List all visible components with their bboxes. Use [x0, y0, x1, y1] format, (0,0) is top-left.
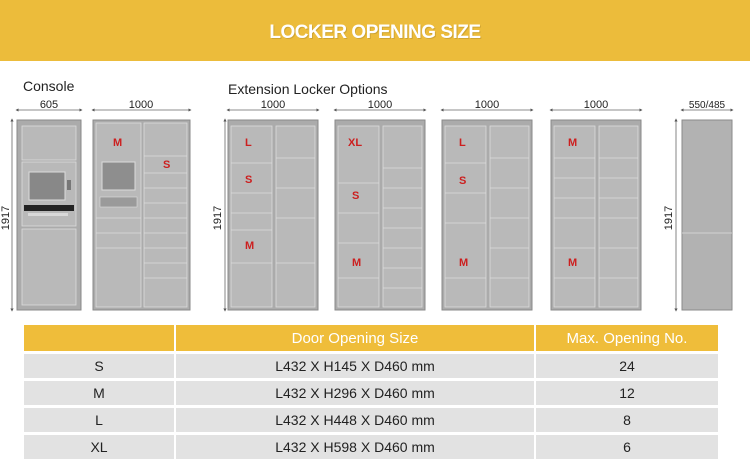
door-size-label: XL: [348, 137, 362, 149]
side-height-label: 1917: [663, 206, 675, 230]
side-view-drawing: 550/485 1917: [663, 100, 734, 312]
door-size-label: L: [459, 137, 466, 149]
door-size-label: L: [245, 137, 252, 149]
console-card-slot: [28, 213, 68, 216]
console-lower-door: [21, 228, 77, 306]
table-header-cell: Door Opening Size: [174, 325, 534, 351]
size-cell: S: [24, 354, 174, 378]
left-column: [95, 122, 142, 308]
unit-width-label: 1000: [368, 99, 392, 111]
extension-unit-4: 1000 M M: [549, 99, 643, 311]
side-panel: [681, 119, 733, 311]
console-scanner: [67, 180, 71, 190]
door-size-label: M: [352, 257, 361, 269]
door-size-label: S: [459, 175, 466, 187]
size-cell: L: [24, 408, 174, 432]
size-cell: M: [24, 381, 174, 405]
door-size-label: M: [459, 257, 468, 269]
unit-width-label: 1000: [584, 99, 608, 111]
extension-height-label: 1917: [212, 206, 224, 230]
console-width-label: 605: [40, 99, 58, 111]
extension-unit-2: 1000 XL S M: [333, 99, 427, 311]
door-size-label: M: [113, 137, 122, 149]
table-header-row: Door Opening Size Max. Opening No.: [24, 325, 718, 351]
side-width-label: 550/485: [689, 100, 726, 111]
console-printer-slot: [24, 205, 74, 211]
table-row: S L432 X H145 X D460 mm 24: [24, 354, 718, 378]
console-screen: [28, 171, 66, 201]
dimension-cell: L432 X H296 X D460 mm: [174, 381, 534, 405]
door-size-label: M: [568, 137, 577, 149]
extension-unit-1: 1000 L S M: [226, 99, 320, 311]
table-row: M L432 X H296 X D460 mm 12: [24, 381, 718, 405]
unit-width-label: 1000: [475, 99, 499, 111]
table-row: L L432 X H448 X D460 mm 8: [24, 408, 718, 432]
table-row: XL L432 X H598 X D460 mm 6: [24, 435, 718, 459]
unit-keypad: [99, 196, 138, 208]
max-opening-cell: 12: [534, 381, 718, 405]
table-header-cell: Max. Opening No.: [534, 325, 718, 351]
max-opening-cell: 24: [534, 354, 718, 378]
dimension-cell: L432 X H145 X D460 mm: [174, 354, 534, 378]
console-height-label: 1917: [0, 206, 12, 230]
extension-section-label: Extension Locker Options: [228, 81, 388, 97]
size-cell: XL: [24, 435, 174, 459]
door-size-label: S: [352, 190, 359, 202]
title-banner: [0, 0, 750, 61]
unit-width-label: 1000: [129, 99, 153, 111]
door-size-label: M: [245, 240, 254, 252]
right-column: [143, 122, 188, 308]
door-size-label: M: [568, 257, 577, 269]
console-front-drawing: 605 1917: [0, 99, 83, 312]
extension-unit-3: 1000 L S M: [440, 99, 534, 311]
console-section-label: Console: [23, 78, 75, 94]
console-top-panel: [21, 125, 77, 161]
dimension-cell: L432 X H598 X D460 mm: [174, 435, 534, 459]
page-title: LOCKER OPENING SIZE: [269, 22, 481, 43]
unit-width-label: 1000: [261, 99, 285, 111]
max-opening-cell: 6: [534, 435, 718, 459]
max-opening-cell: 8: [534, 408, 718, 432]
locker-drawings: 605 1917 1000 M S 1917: [0, 99, 734, 312]
unit-screen: [101, 161, 136, 191]
opening-size-table: Door Opening Size Max. Opening No. S L43…: [24, 322, 718, 462]
table-header-cell: [24, 325, 174, 351]
door-size-label: S: [163, 159, 170, 171]
dimension-cell: L432 X H448 X D460 mm: [174, 408, 534, 432]
door-size-label: S: [245, 174, 252, 186]
console-unit-drawing: 1000 M S: [91, 99, 192, 311]
